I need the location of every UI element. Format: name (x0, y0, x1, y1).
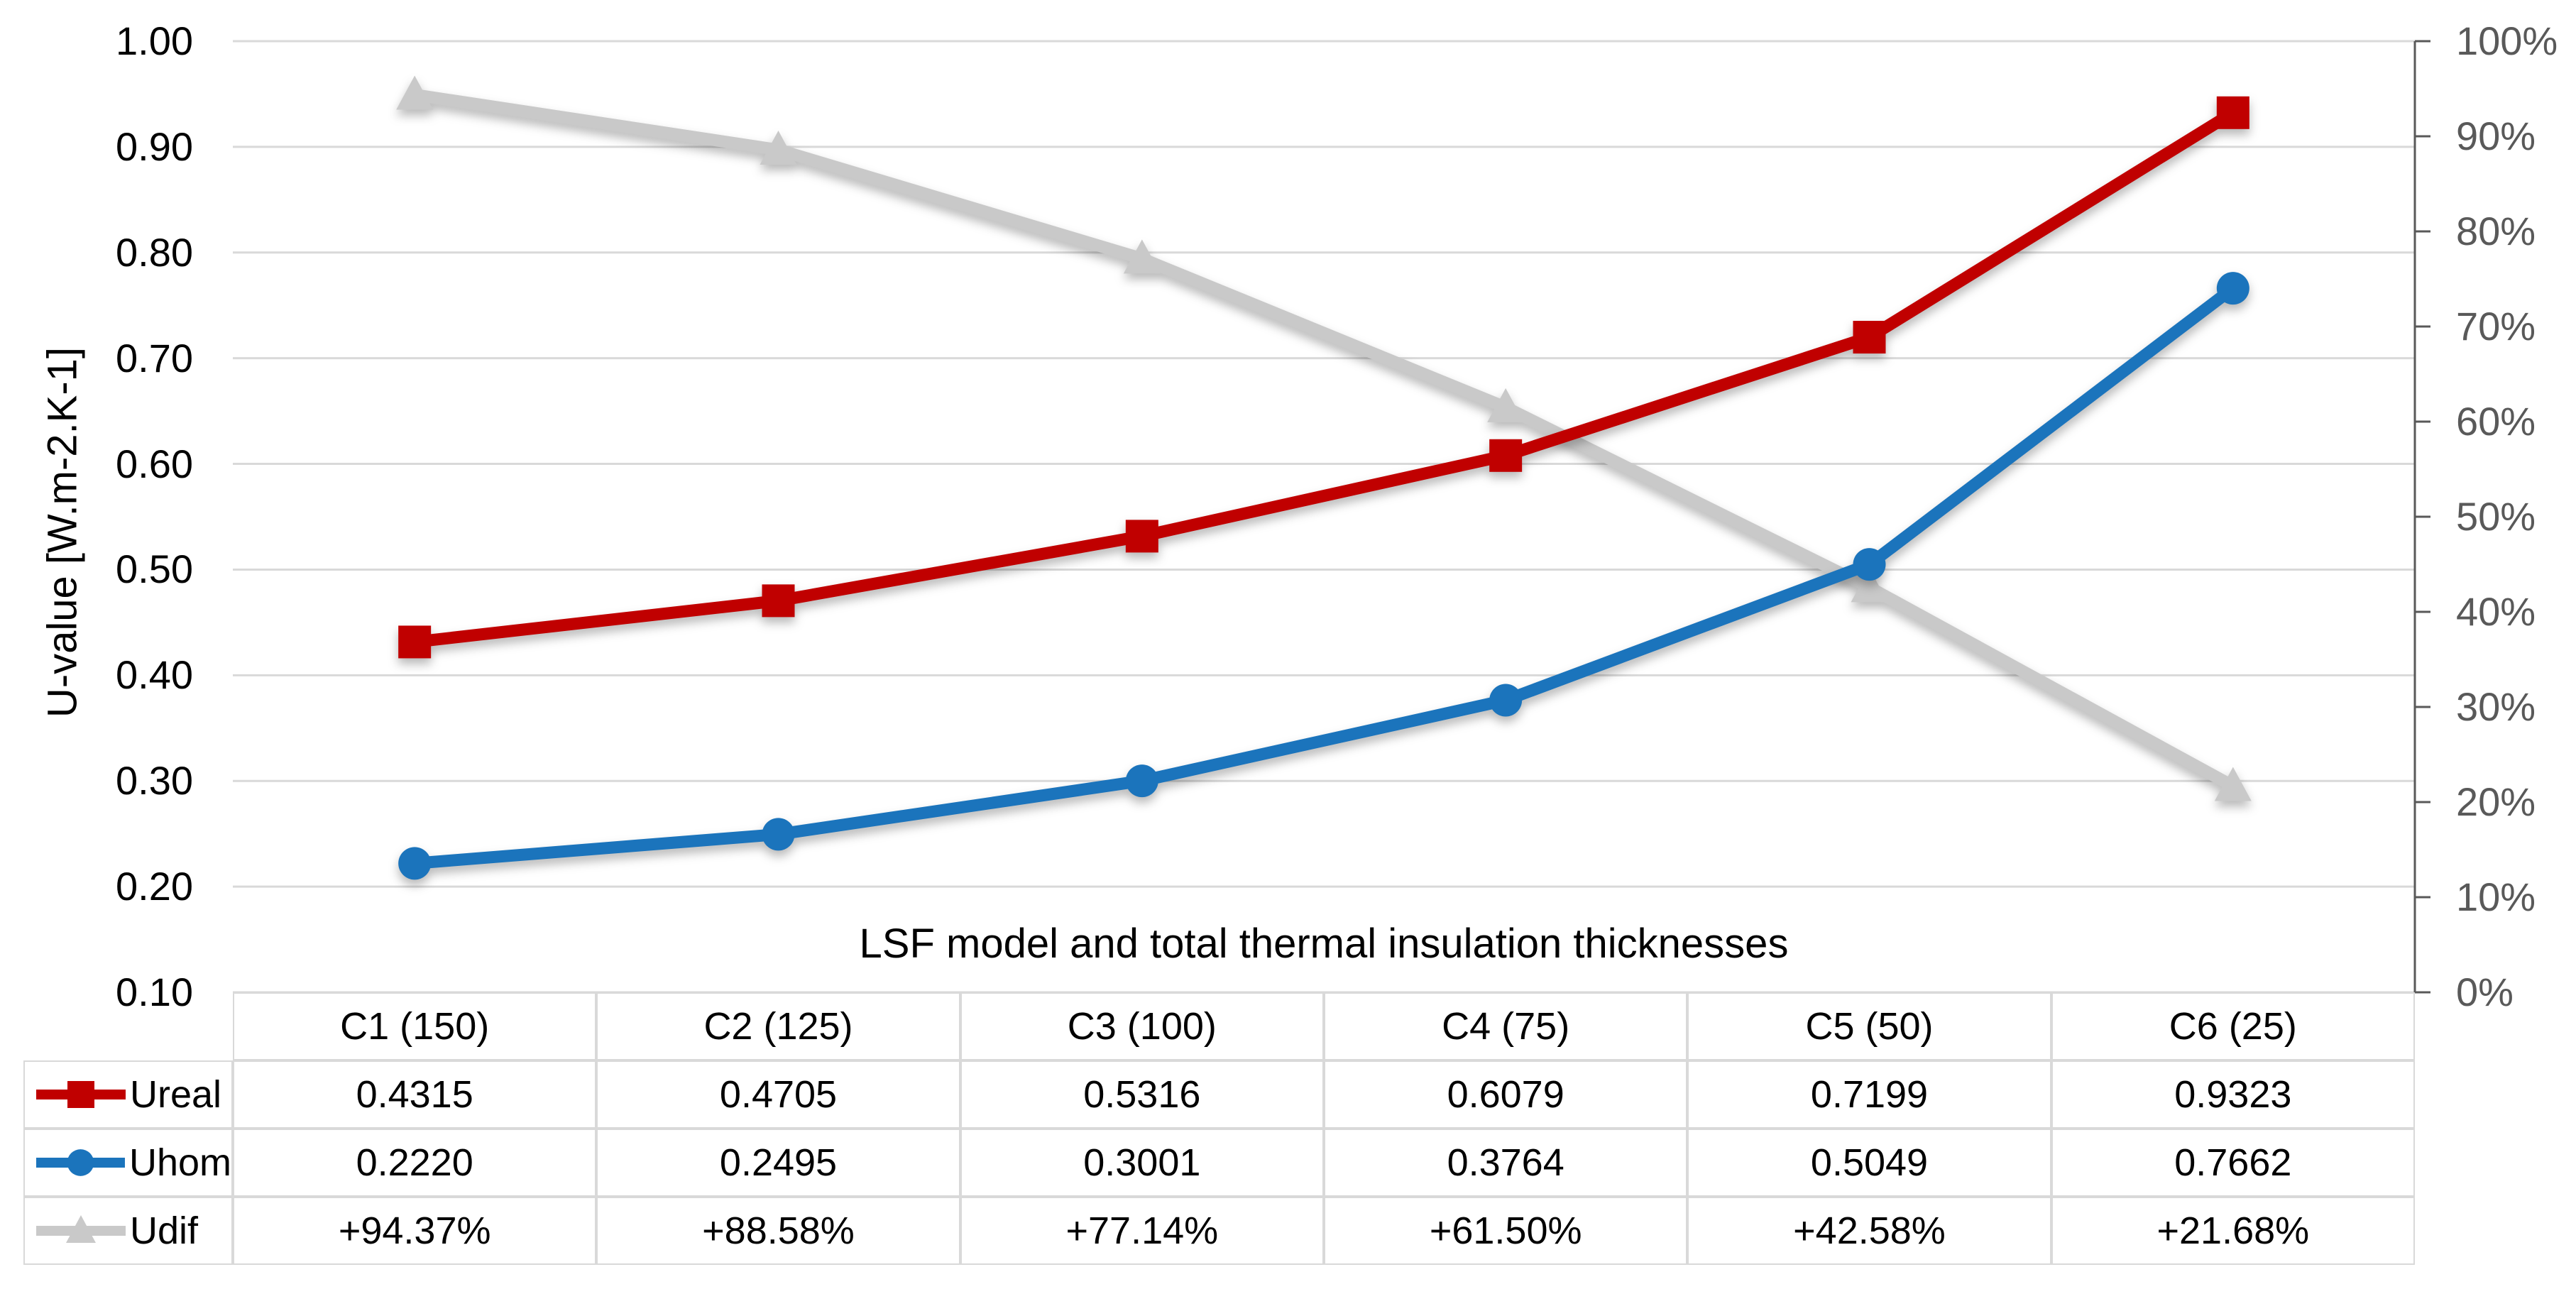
table-value-cell: +88.58% (596, 1197, 960, 1265)
table-value-cell: 0.3764 (1323, 1129, 1688, 1197)
left-axis-tick-label: 1.00 (116, 18, 193, 63)
left-axis-tick-label: 0.30 (116, 758, 193, 803)
right-axis-tick-label: 80% (2456, 209, 2536, 253)
uhom-marker (1489, 684, 1523, 717)
legend-cell-uhom: Uhom (23, 1129, 233, 1197)
uhom-marker (762, 818, 795, 851)
right-axis-tick-label: 30% (2456, 684, 2536, 729)
udif-marker (1851, 568, 1888, 603)
table-category-header: C4 (75) (1323, 992, 1688, 1060)
table-value-cell: 0.4315 (233, 1060, 597, 1129)
legend-cell-udif: Udif (23, 1197, 233, 1265)
table-value-cell: 0.3001 (960, 1129, 1324, 1197)
table-category-header: C6 (25) (2051, 992, 2415, 1060)
legend-label-ureal: Ureal (130, 1073, 222, 1116)
right-axis-tick-label: 100% (2456, 18, 2558, 63)
legend-key-marker (66, 1215, 96, 1243)
table-value-cell: +94.37% (233, 1197, 597, 1265)
udif-marker (1487, 388, 1525, 422)
table-corner-blank (23, 992, 233, 1060)
legend-label-uhom: Uhom (128, 1141, 231, 1184)
left-axis-tick-label: 0.60 (116, 441, 193, 486)
table-value-cell: 0.4705 (596, 1060, 960, 1129)
table-value-cell: +42.58% (1687, 1197, 2051, 1265)
right-axis-tick-label: 40% (2456, 589, 2536, 634)
table-category-header: C3 (100) (960, 992, 1324, 1060)
table-value-cell: 0.5049 (1687, 1129, 2051, 1197)
ureal-marker (2216, 96, 2249, 129)
x-axis-title: LSF model and total thermal insulation t… (859, 921, 1789, 967)
udif-marker (1123, 239, 1161, 274)
uhom-line (408, 282, 2240, 870)
table-value-cell: 0.6079 (1323, 1060, 1688, 1129)
udif-line (408, 88, 2240, 792)
right-axis-tick-label: 70% (2456, 304, 2536, 349)
legend-key-marker (67, 1081, 94, 1108)
uhom-legend-key-icon (35, 1149, 125, 1176)
table-value-cell: +61.50% (1323, 1197, 1688, 1265)
left-axis-tick-label: 0.90 (116, 124, 193, 169)
right-axis (2413, 40, 2430, 994)
ureal-legend-key-icon (36, 1081, 126, 1108)
udif-series (396, 75, 2252, 801)
square-marker-icon (67, 1081, 94, 1108)
triangle-marker-icon (66, 1215, 96, 1243)
uhom-marker (1125, 764, 1158, 798)
left-axis-tick-label: 0.70 (116, 335, 193, 380)
table-category-header: C2 (125) (596, 992, 960, 1060)
left-axis-tick-label: 0.10 (116, 970, 193, 1014)
ureal-marker (762, 584, 795, 618)
table-value-cell: +77.14% (960, 1197, 1324, 1265)
legend-key-marker (67, 1149, 94, 1176)
left-axis-tick-label: 0.80 (116, 229, 193, 275)
table-value-cell: 0.7662 (2051, 1129, 2415, 1197)
right-axis-tick-label: 20% (2456, 779, 2536, 824)
right-axis-tick-label: 10% (2456, 874, 2536, 919)
chart-data-table: C1 (150) C2 (125) C3 (100) C4 (75) C5 (50) C6… (23, 992, 2415, 1265)
ureal-marker (1853, 321, 1886, 354)
table-category-header: C1 (150) (233, 992, 597, 1060)
left-axis-tick-label: 0.20 (116, 864, 193, 909)
table-value-cell: +21.68% (2051, 1197, 2415, 1265)
table-value-cell: 0.2220 (233, 1129, 597, 1197)
left-axis-tick-label: 0.50 (116, 547, 193, 592)
udif-marker (2214, 767, 2252, 801)
uhom-marker (2216, 272, 2249, 305)
table-value-cell: 0.9323 (2051, 1060, 2415, 1129)
legend-cell-ureal: Ureal (23, 1060, 233, 1129)
right-axis-tick-label: 90% (2456, 114, 2536, 158)
uhom-series (398, 272, 2249, 880)
circle-marker-icon (67, 1149, 94, 1176)
legend-label-udif: Udif (130, 1210, 199, 1252)
ureal-marker (1125, 520, 1158, 553)
table-value-cell: 0.2495 (596, 1129, 960, 1197)
udif-marker (396, 75, 434, 110)
udif-legend-key-icon (36, 1215, 126, 1243)
table-value-cell: 0.7199 (1687, 1060, 2051, 1129)
right-axis-tick-label: 50% (2456, 494, 2536, 539)
uhom-marker (398, 847, 432, 880)
left-axis-tick-label: 0.40 (116, 652, 193, 698)
table-category-header: C5 (50) (1687, 992, 2051, 1060)
ureal-marker (398, 625, 432, 659)
ureal-line (408, 106, 2240, 648)
right-axis-tick-label: 0% (2456, 970, 2514, 1014)
ureal-marker (1489, 439, 1523, 472)
ureal-series (398, 96, 2249, 659)
table-value-cell: 0.5316 (960, 1060, 1324, 1129)
udif-marker (760, 131, 797, 165)
right-axis-tick-label: 60% (2456, 399, 2536, 444)
uhom-marker (1853, 548, 1886, 581)
